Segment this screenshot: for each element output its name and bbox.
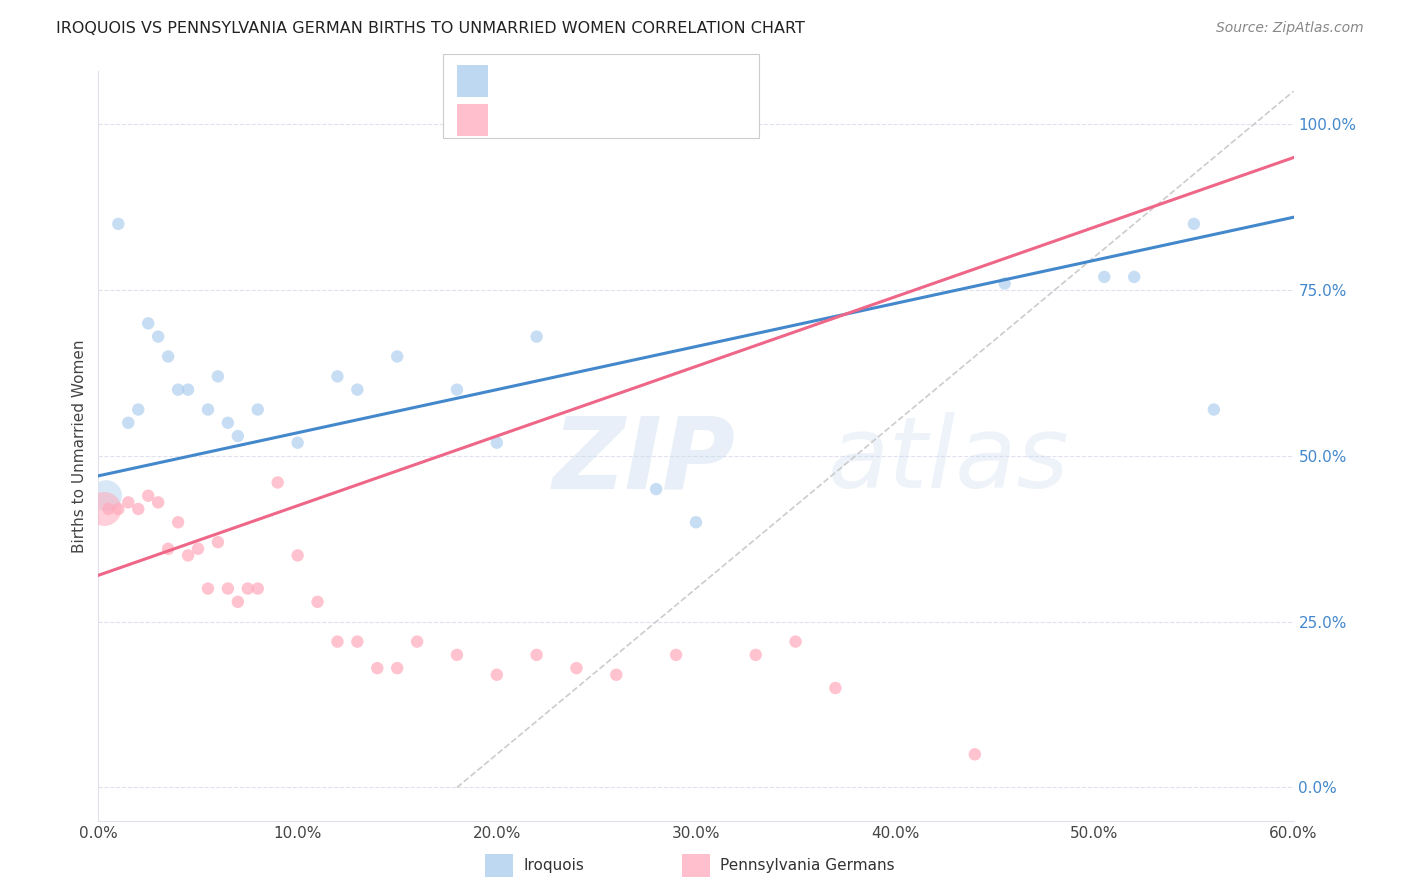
Point <box>1182 217 1205 231</box>
Point <box>217 582 239 596</box>
Point <box>167 383 190 397</box>
Point <box>1202 402 1225 417</box>
Point <box>157 541 180 556</box>
Point <box>107 502 129 516</box>
Point <box>526 648 548 662</box>
Point <box>97 502 120 516</box>
Point <box>446 648 468 662</box>
Point <box>136 316 159 330</box>
Point <box>107 217 129 231</box>
Point <box>1123 269 1146 284</box>
Text: R = 0.438   N = 27: R = 0.438 N = 27 <box>502 71 686 89</box>
Text: Pennsylvania Germans: Pennsylvania Germans <box>720 858 894 872</box>
Point <box>366 661 388 675</box>
Point <box>207 535 229 549</box>
Point <box>197 582 219 596</box>
Text: atlas: atlas <box>827 412 1069 509</box>
Point <box>605 667 627 681</box>
Point <box>485 435 508 450</box>
Point <box>127 502 149 516</box>
Point <box>326 369 349 384</box>
Point <box>226 429 249 443</box>
Point <box>526 329 548 343</box>
Point <box>785 634 807 648</box>
Point <box>963 747 986 762</box>
Point <box>148 329 170 343</box>
Point <box>148 495 170 509</box>
Point <box>117 495 139 509</box>
Point <box>1092 269 1115 284</box>
Point <box>177 549 200 563</box>
Point <box>326 634 349 648</box>
Point <box>226 595 249 609</box>
Point <box>167 515 190 529</box>
Text: R = 0.346   N = 34: R = 0.346 N = 34 <box>502 111 686 128</box>
Point <box>117 416 139 430</box>
Text: Iroquois: Iroquois <box>523 858 583 872</box>
Point <box>406 634 429 648</box>
Point <box>346 634 368 648</box>
Point <box>267 475 290 490</box>
Point <box>236 582 259 596</box>
Point <box>745 648 768 662</box>
Point <box>824 681 846 695</box>
Point <box>665 648 688 662</box>
Point <box>197 402 219 417</box>
Point <box>385 661 409 675</box>
Text: ZIP: ZIP <box>553 412 735 509</box>
Point <box>385 350 409 364</box>
Point <box>207 369 229 384</box>
Point <box>485 667 508 681</box>
Point <box>307 595 329 609</box>
Point <box>187 541 209 556</box>
Point <box>136 489 159 503</box>
Y-axis label: Births to Unmarried Women: Births to Unmarried Women <box>72 339 87 553</box>
Text: IROQUOIS VS PENNSYLVANIA GERMAN BIRTHS TO UNMARRIED WOMEN CORRELATION CHART: IROQUOIS VS PENNSYLVANIA GERMAN BIRTHS T… <box>56 21 806 36</box>
Point <box>217 416 239 430</box>
Point <box>127 402 149 417</box>
Point <box>157 350 180 364</box>
Point <box>246 402 269 417</box>
Point <box>96 489 118 503</box>
Point <box>93 502 115 516</box>
Point <box>994 277 1017 291</box>
Point <box>565 661 588 675</box>
Point <box>246 582 269 596</box>
Text: Source: ZipAtlas.com: Source: ZipAtlas.com <box>1216 21 1364 35</box>
Point <box>177 383 200 397</box>
Point <box>287 549 309 563</box>
Point <box>645 482 668 496</box>
Point <box>346 383 368 397</box>
Point <box>685 515 707 529</box>
Point <box>446 383 468 397</box>
Point <box>287 435 309 450</box>
